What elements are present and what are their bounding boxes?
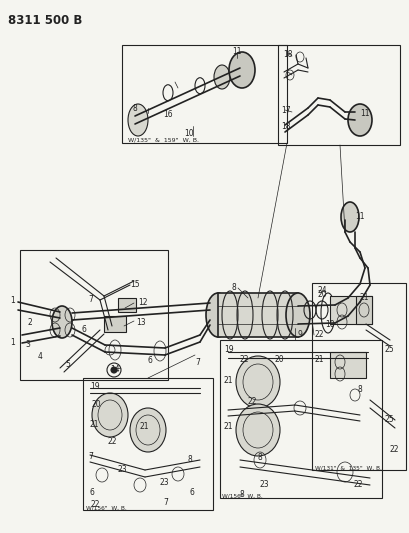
Text: 7: 7 xyxy=(195,358,200,367)
Text: 5: 5 xyxy=(65,360,70,369)
Text: 1: 1 xyxy=(10,338,15,347)
Text: 8: 8 xyxy=(133,104,137,113)
Text: 7: 7 xyxy=(88,452,93,461)
Text: 22: 22 xyxy=(389,445,398,454)
Text: 17: 17 xyxy=(280,106,290,115)
Text: 22: 22 xyxy=(314,330,324,339)
Text: 18: 18 xyxy=(282,50,292,59)
Text: 8: 8 xyxy=(239,490,244,499)
Text: 2: 2 xyxy=(28,318,33,327)
Text: 11: 11 xyxy=(359,109,369,118)
Text: 21: 21 xyxy=(314,355,324,364)
Ellipse shape xyxy=(285,293,309,337)
Text: 16: 16 xyxy=(163,110,172,119)
Text: 23: 23 xyxy=(160,478,169,487)
Text: 7: 7 xyxy=(163,498,167,507)
Text: 14: 14 xyxy=(110,365,119,374)
Text: W/156"  W, B.: W/156" W, B. xyxy=(86,506,126,511)
Text: 22: 22 xyxy=(91,500,100,509)
Ellipse shape xyxy=(130,408,166,452)
Ellipse shape xyxy=(229,52,254,88)
Ellipse shape xyxy=(340,202,358,232)
Text: 18: 18 xyxy=(280,122,290,131)
Text: 6: 6 xyxy=(82,325,87,334)
Text: 21: 21 xyxy=(223,422,233,431)
Text: 20: 20 xyxy=(274,355,284,364)
Text: 7: 7 xyxy=(88,295,93,304)
Text: 23: 23 xyxy=(259,480,269,489)
Text: W/156"  W, B.: W/156" W, B. xyxy=(221,494,262,499)
Ellipse shape xyxy=(347,104,371,136)
Text: 6: 6 xyxy=(148,356,153,365)
Ellipse shape xyxy=(128,104,148,136)
Bar xyxy=(83,378,213,510)
Text: 22: 22 xyxy=(247,397,257,406)
Text: 12: 12 xyxy=(138,298,147,307)
Text: 19: 19 xyxy=(90,382,99,391)
Ellipse shape xyxy=(92,393,128,437)
Text: 25: 25 xyxy=(384,345,393,354)
Ellipse shape xyxy=(111,367,117,373)
Bar xyxy=(311,283,405,470)
Bar xyxy=(104,316,126,332)
Text: 6: 6 xyxy=(90,488,94,497)
Bar xyxy=(220,340,381,498)
Bar xyxy=(277,45,399,145)
Ellipse shape xyxy=(213,65,229,89)
Text: 10: 10 xyxy=(184,129,193,138)
Ellipse shape xyxy=(52,306,72,338)
Text: 23: 23 xyxy=(118,465,127,474)
Text: 10: 10 xyxy=(324,320,334,329)
Text: 8311 500 B: 8311 500 B xyxy=(8,14,82,27)
Text: 1: 1 xyxy=(10,296,15,305)
Text: W/135"  &  159"  W, B.: W/135" & 159" W, B. xyxy=(128,138,198,143)
Text: 21: 21 xyxy=(90,420,99,429)
Text: 11: 11 xyxy=(354,212,364,221)
Text: 3: 3 xyxy=(25,340,30,349)
Text: 8: 8 xyxy=(231,283,236,292)
Bar xyxy=(329,352,365,378)
Text: 13: 13 xyxy=(136,318,145,327)
Text: 21: 21 xyxy=(223,376,233,385)
Bar xyxy=(218,293,297,337)
Bar xyxy=(122,45,286,143)
Ellipse shape xyxy=(205,293,229,337)
Text: 22: 22 xyxy=(353,480,363,489)
Text: 15: 15 xyxy=(130,280,139,289)
Text: 8: 8 xyxy=(188,455,192,464)
Bar xyxy=(329,296,371,324)
Bar xyxy=(20,250,168,380)
Text: 20: 20 xyxy=(317,290,327,299)
Bar xyxy=(355,296,371,324)
Text: 22: 22 xyxy=(108,437,117,446)
Text: W/131"  &  135"  W, B.: W/131" & 135" W, B. xyxy=(314,466,381,471)
Text: 24: 24 xyxy=(317,286,327,295)
Text: 6: 6 xyxy=(189,488,194,497)
Text: 8: 8 xyxy=(357,385,362,394)
Text: 25: 25 xyxy=(384,415,393,424)
Bar xyxy=(118,298,136,312)
Text: 4: 4 xyxy=(38,352,43,361)
Text: 20: 20 xyxy=(92,400,101,409)
Text: 11: 11 xyxy=(231,47,241,56)
Text: 19: 19 xyxy=(223,345,233,354)
Text: 21: 21 xyxy=(359,293,369,302)
Text: 8: 8 xyxy=(257,453,262,462)
Ellipse shape xyxy=(236,356,279,408)
Text: 22: 22 xyxy=(239,355,249,364)
Text: 21: 21 xyxy=(139,422,149,431)
Ellipse shape xyxy=(236,404,279,456)
Text: 9: 9 xyxy=(297,330,302,339)
